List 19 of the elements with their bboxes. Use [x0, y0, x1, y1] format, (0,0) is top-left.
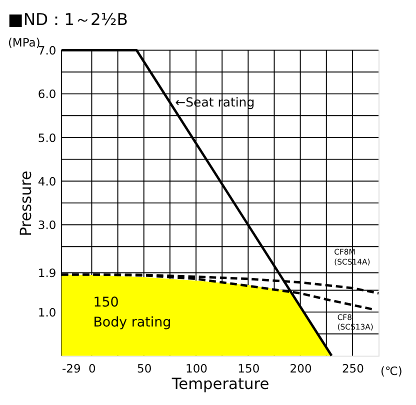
x-axis-title: Temperature	[170, 374, 270, 393]
annotation: 150 Body rating	[93, 295, 172, 331]
y-axis-title: Pressure	[17, 170, 36, 236]
x-tick-label: 50	[137, 362, 152, 376]
y-tick-label: 1.9	[38, 266, 56, 280]
x-tick-label: 200	[290, 362, 312, 376]
text: (℃)	[380, 364, 402, 378]
x-tick-label: 150	[238, 362, 260, 376]
x-tick-label: 250	[342, 362, 364, 376]
y-tick-label: 4.0	[38, 174, 56, 188]
chart-title: ■ND：1～2½B	[8, 10, 128, 30]
y-tick-label: 5.0	[38, 130, 56, 145]
y-tick-label: 6.0	[38, 87, 56, 102]
x-tick-label: -29	[62, 362, 81, 376]
y-tick-label: 1.0	[38, 305, 56, 320]
x-tick-label: 0	[88, 362, 96, 376]
text: (MPa)	[8, 35, 40, 50]
y-tick-label: 3.0	[38, 218, 56, 232]
x-tick-label: 100	[186, 362, 208, 376]
